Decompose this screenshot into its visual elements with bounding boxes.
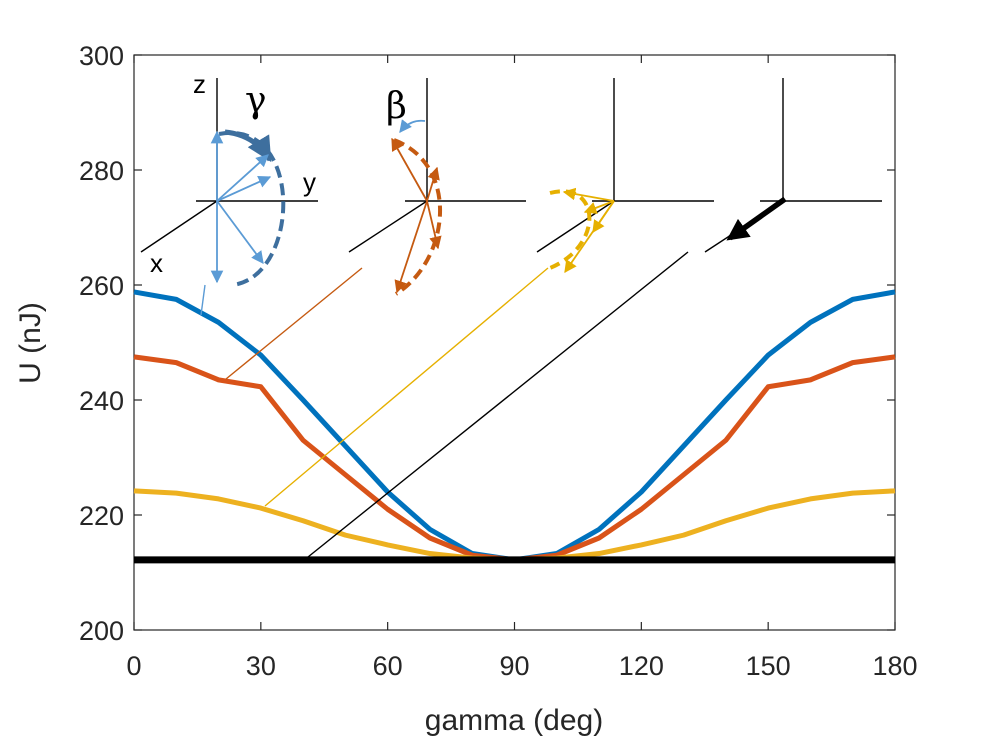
y-tick-label: 220: [79, 501, 124, 531]
inset-gamma-leader: [200, 284, 206, 316]
inset-yellow-rotation-arc: [549, 189, 592, 270]
inset-x-label: x: [150, 248, 163, 278]
inset-yellow-vector-4: [564, 200, 615, 274]
inset-gamma-vector-lower: [216, 200, 264, 265]
x-axis-label: gamma (deg): [425, 704, 603, 737]
inset-gamma-rotation-arc: [218, 130, 286, 287]
axis-ticks: [133, 54, 896, 631]
x-tick-label: 0: [126, 651, 141, 681]
leader-yellow: [264, 267, 549, 507]
leader-orange: [225, 267, 363, 380]
inset-black: [704, 78, 882, 253]
tick-labels: 0 30 60 90 120 150 180 200 220 240 260 280 300: [79, 41, 918, 681]
inset-beta-rotation-arc: [393, 138, 442, 296]
x-tick-label: 30: [246, 651, 276, 681]
inset-beta-vector-2: [426, 166, 440, 202]
inset-beta-vector-1: [391, 137, 428, 202]
leader-black: [307, 251, 689, 558]
inset-yellow-vector-1: [562, 187, 615, 202]
inset-yellow: [536, 78, 714, 274]
inset-gamma-vector-upper: [216, 154, 269, 202]
inset-gamma-vector-mid: [216, 175, 272, 202]
inset-beta-x-axis: [348, 200, 428, 253]
inset-beta-vector-4: [394, 200, 428, 294]
inset-beta-small-arrow: [399, 119, 426, 133]
inset-yellow-x-axis: [536, 200, 615, 253]
series-line-1: [133, 289, 896, 563]
inset-z-label: z: [193, 69, 206, 99]
y-tick-label: 280: [79, 156, 124, 186]
x-tick-label: 180: [872, 651, 917, 681]
y-tick-label: 200: [79, 616, 124, 646]
inset-black-vector: [726, 196, 787, 241]
series-group: [133, 289, 896, 564]
inset-gamma-symbol: γ: [245, 80, 267, 121]
y-tick-label: 260: [79, 271, 124, 301]
x-tick-label: 60: [373, 651, 403, 681]
y-tick-label: 240: [79, 386, 124, 416]
inset-y-label: y: [303, 167, 316, 197]
y-tick-label: 300: [79, 41, 124, 71]
inset-beta-symbol: β: [386, 86, 407, 127]
inset-gamma: z y x γ: [140, 69, 318, 316]
series-line-3: [133, 488, 896, 563]
series-line-2: [133, 354, 896, 563]
x-tick-label: 120: [619, 651, 664, 681]
x-tick-label: 150: [746, 651, 791, 681]
inset-gamma-x-axis: [140, 200, 218, 253]
inset-beta-vector-3: [426, 200, 442, 250]
y-axis-label: U (nJ): [14, 302, 47, 384]
inset-beta: β: [348, 78, 526, 296]
x-tick-label: 90: [499, 651, 529, 681]
inset-yellow-vector-2: [583, 200, 615, 214]
